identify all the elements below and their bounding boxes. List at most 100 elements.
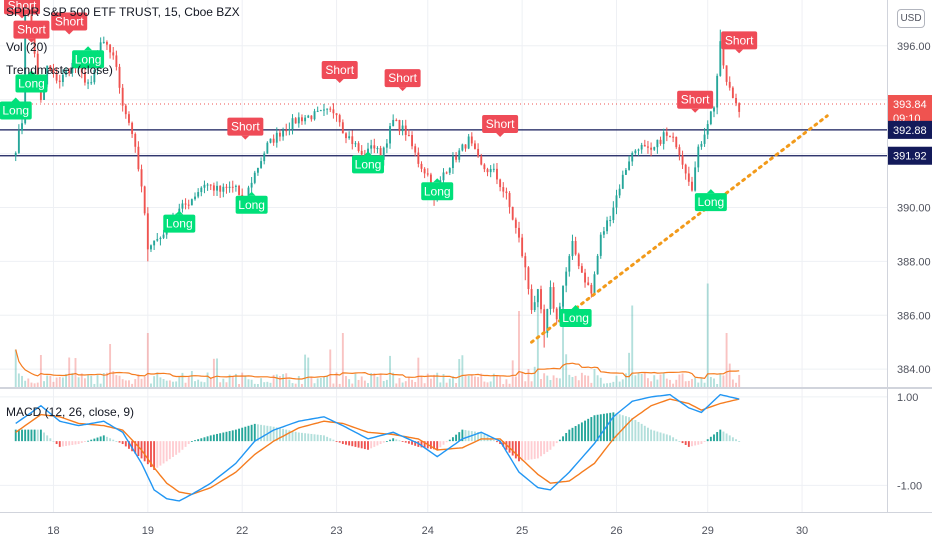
macd-histogram-bar-14: [58, 441, 61, 447]
candle-43: [150, 244, 152, 253]
macd-histogram-bar-58: [197, 439, 200, 442]
candle-188: [606, 216, 609, 235]
macd-histogram-bar-174: [562, 436, 564, 442]
candle-60: [203, 180, 206, 194]
signal-label: Short: [725, 33, 754, 47]
volume-bar-202: [650, 381, 653, 388]
candle-29: [105, 40, 108, 51]
macd-histogram-bar-30: [109, 438, 112, 442]
volume-bar-94: [310, 377, 313, 388]
volume-bar-206: [662, 372, 665, 388]
candle-122: [398, 119, 401, 136]
macd-histogram-bar-55: [187, 441, 190, 445]
macd-histogram-bar-172: [555, 441, 558, 444]
macd-histogram-bar-89: [294, 431, 297, 442]
volume-bar-226: [725, 333, 728, 388]
candle-137: [445, 171, 448, 175]
macd-histogram-bar-173: [558, 439, 561, 442]
candle-14: [58, 74, 61, 89]
macd-histogram-bar-105: [345, 441, 347, 445]
macd-histogram-bar-194: [624, 416, 627, 442]
macd-histogram-bar-69: [231, 430, 234, 442]
candle-138: [448, 167, 451, 176]
candle-149: [483, 163, 486, 173]
candle-22: [83, 65, 86, 86]
candle-216: [694, 161, 697, 192]
time-tick-label: 22: [236, 525, 248, 537]
volume-bar-127: [414, 382, 417, 388]
macd-histogram-bar-196: [631, 418, 634, 442]
candle-229: [735, 93, 737, 107]
candle-24: [90, 75, 93, 85]
macd-histogram-bar-96: [316, 434, 319, 442]
volume-bar-72: [241, 372, 244, 388]
macd-histogram-bar-68: [228, 431, 231, 442]
candle-163: [527, 266, 530, 295]
macd-histogram-bar-167: [540, 441, 542, 457]
volume-bar-128: [417, 357, 420, 388]
volume-bar-107: [351, 383, 354, 388]
macd-histogram-bar-203: [653, 430, 656, 442]
volume-bar-82: [272, 374, 275, 388]
macd-histogram-bar-158: [511, 441, 514, 456]
volume-bar-196: [631, 305, 634, 388]
macd-histogram-bar-70: [234, 429, 237, 442]
volume-bar-29: [105, 372, 108, 388]
volume-bar-52: [178, 376, 181, 388]
grid-lines: [0, 0, 887, 512]
candle-127: [414, 143, 417, 157]
candle-147: [477, 143, 480, 158]
candle-227: [728, 76, 731, 91]
volume-bar-13: [55, 377, 58, 388]
volume-bar-204: [656, 379, 659, 388]
macd-histogram-bar-43: [150, 441, 152, 468]
candle-55: [187, 199, 190, 210]
candle-219: [703, 127, 706, 147]
volume-bar-98: [323, 376, 325, 388]
candle-181: [584, 268, 586, 288]
candle-23: [87, 79, 90, 90]
volume-bar-68: [228, 374, 231, 388]
macd-signal-line: [15, 398, 740, 496]
candle-61: [206, 182, 209, 191]
volume-bar-154: [499, 376, 502, 388]
candle-41: [143, 185, 146, 216]
signal-long-16: Long: [694, 189, 727, 212]
volume-bar-57: [194, 381, 196, 388]
macd-histogram-bar-218: [700, 441, 703, 445]
macd-histogram-bar-72: [241, 427, 244, 442]
candle-165: [533, 295, 536, 313]
candle-16: [65, 67, 67, 78]
level-price-tag-0: 392.88: [888, 120, 932, 139]
volume-bar-194: [624, 373, 627, 388]
macd-histogram-bar-35: [124, 441, 127, 447]
macd-histogram-bar-59: [200, 438, 203, 442]
candle-76: [253, 170, 256, 185]
macd-histogram-bar-176: [568, 429, 571, 442]
volume-bar-208: [669, 379, 671, 388]
volume-bar-41: [143, 376, 146, 388]
macd-histogram-bar-119: [389, 439, 391, 442]
candle-124: [404, 119, 407, 141]
volume-bar-77: [256, 384, 259, 388]
volume-bar-60: [203, 382, 206, 388]
macd-histogram-bar-21: [80, 441, 83, 443]
candle-65: [219, 185, 222, 198]
currency-button[interactable]: USD: [897, 9, 925, 28]
candle-30: [109, 43, 112, 59]
candle-98: [323, 103, 325, 117]
volume-bar-96: [316, 378, 319, 388]
macd-histogram-bar-63: [212, 434, 215, 442]
price-tick-label: 396.00: [897, 41, 931, 53]
signal-long-5: Long: [0, 97, 32, 120]
candle-178: [574, 236, 577, 256]
volume-bar-86: [285, 373, 288, 388]
macd-histogram-bar-45: [156, 441, 159, 468]
volume-bar-58: [197, 379, 200, 388]
volume-moving-average: [15, 349, 740, 380]
macd-histogram-bar-108: [354, 441, 357, 447]
candle-120: [392, 114, 395, 127]
macd-line: [15, 393, 740, 502]
macd-histogram-bar-81: [269, 426, 272, 442]
